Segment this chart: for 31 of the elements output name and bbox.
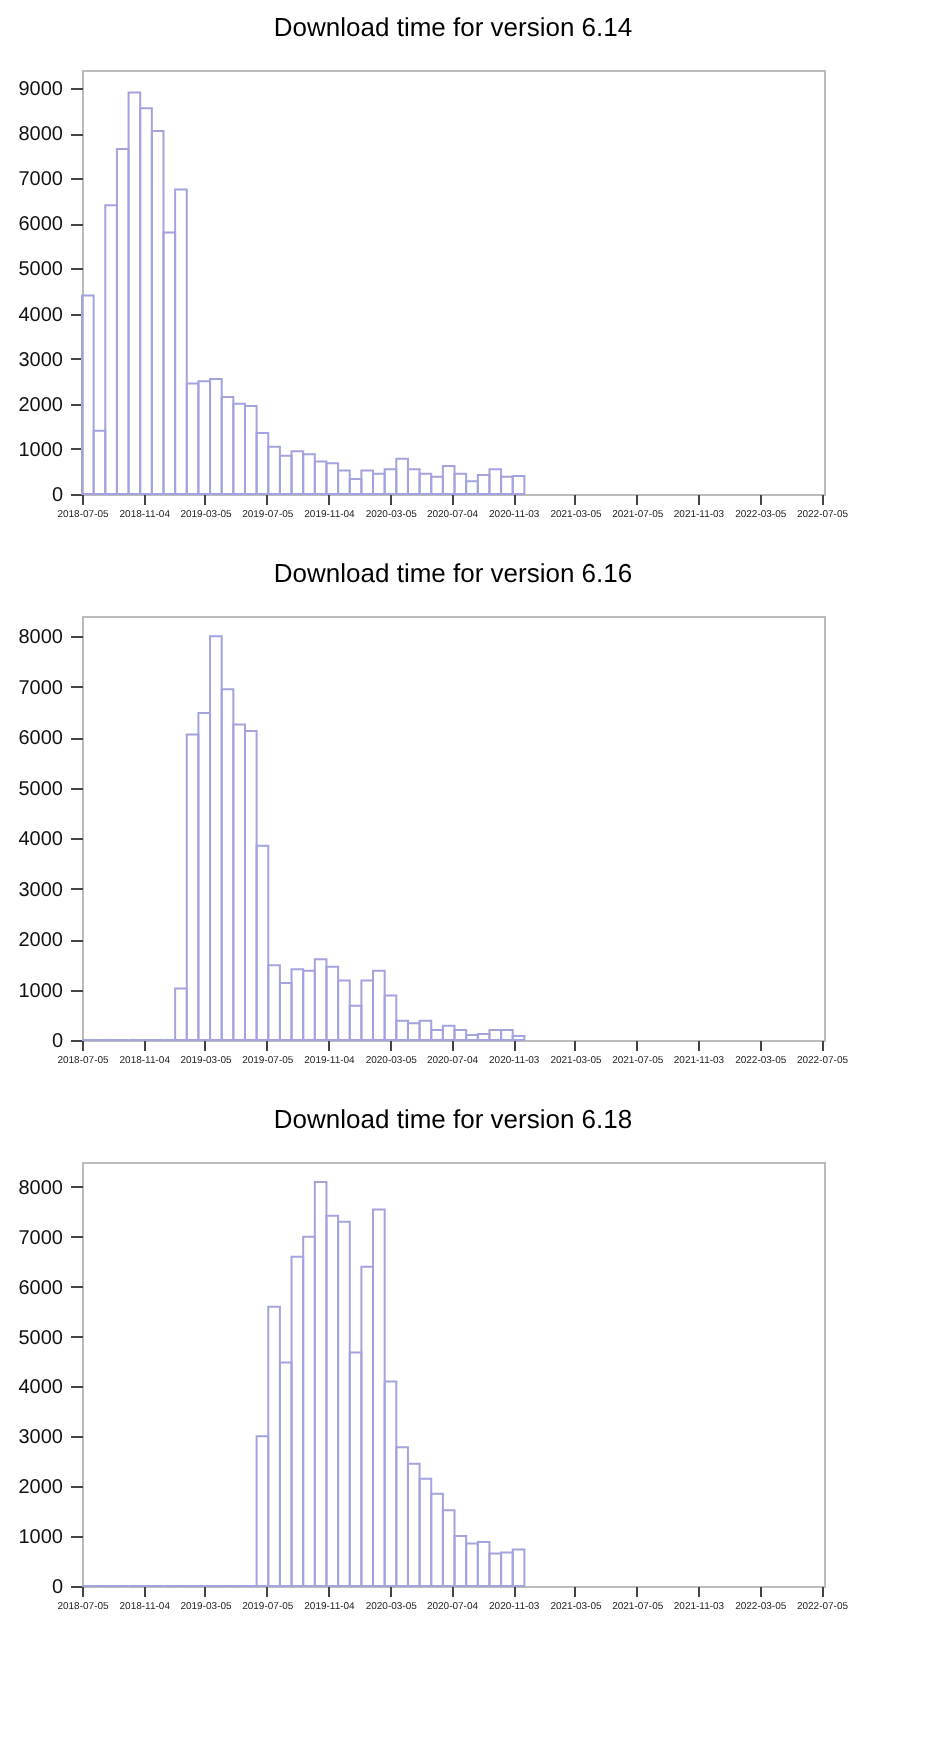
- y-tick-label: 8000: [18, 1177, 64, 1200]
- y-tick-label: 6000: [18, 728, 64, 751]
- y-tick-label: 0: [51, 1031, 64, 1053]
- y-tick-label: 2000: [18, 394, 64, 417]
- y-tick-label: 2000: [18, 930, 64, 953]
- y-tick-label: 0: [51, 1577, 64, 1599]
- y-tick-label: 5000: [18, 1327, 64, 1350]
- y-tick-label: 1000: [18, 439, 64, 462]
- y-tick-label: 7000: [18, 169, 64, 192]
- y-tick-label: 2000: [18, 1477, 64, 1500]
- y-tick-label: 8000: [18, 124, 64, 147]
- y-tick-label: 1000: [18, 980, 64, 1003]
- y-tick-label: 3000: [18, 1427, 64, 1450]
- y-tick-label: 4000: [18, 829, 64, 852]
- y-tick-label: 9000: [18, 79, 64, 102]
- chart-title: Download time for version 6.16: [273, 558, 633, 588]
- y-tick-label: 8000: [18, 627, 64, 650]
- chart-title: Download time for version 6.14: [273, 12, 633, 42]
- y-tick-label: 3000: [18, 349, 64, 372]
- y-tick-label: 6000: [18, 1277, 64, 1300]
- y-tick-label: 5000: [18, 778, 64, 801]
- y-tick-label: 4000: [18, 304, 64, 327]
- y-tick-label: 4000: [18, 1377, 64, 1400]
- y-tick-label: 0: [51, 485, 64, 507]
- y-tick-label: 5000: [18, 259, 64, 282]
- y-tick-label: 1000: [18, 1527, 64, 1550]
- y-tick-label: 7000: [18, 1227, 64, 1250]
- y-tick-label: 7000: [18, 677, 64, 700]
- y-tick-label: 3000: [18, 879, 64, 902]
- y-tick-label: 6000: [18, 214, 64, 237]
- chart-title: Download time for version 6.18: [273, 1104, 633, 1134]
